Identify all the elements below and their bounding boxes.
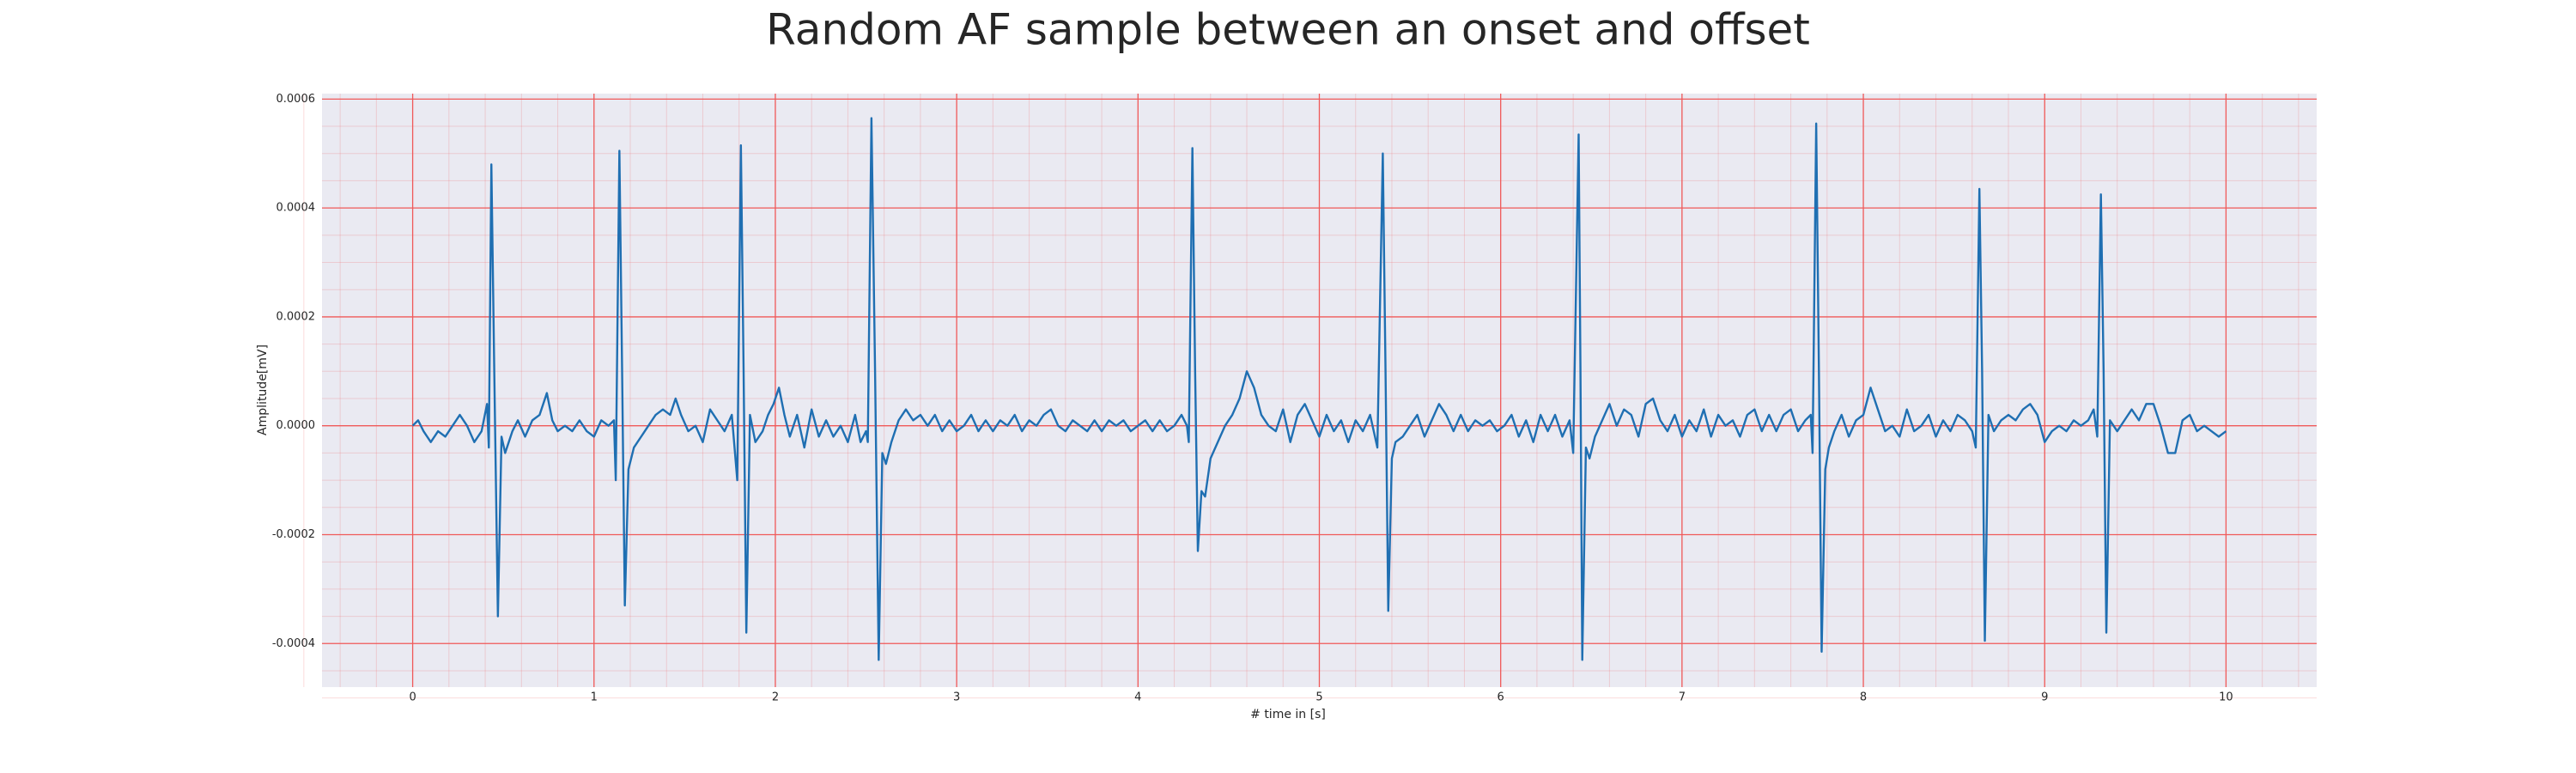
x-tick-label: 9 — [2041, 691, 2048, 704]
y-tick-label: 0.0006 — [276, 93, 316, 106]
y-tick-label: 0.0004 — [276, 202, 316, 215]
x-tick-label: 3 — [953, 691, 960, 704]
chart-title: Random AF sample between an onset and of… — [766, 5, 1810, 55]
x-tick-label: 5 — [1315, 691, 1322, 704]
x-tick-label: 10 — [2219, 691, 2233, 704]
y-tick-label: -0.0004 — [272, 637, 315, 650]
x-tick-label: 4 — [1134, 691, 1141, 704]
x-tick-label: 2 — [772, 691, 779, 704]
x-tick-label: 1 — [591, 691, 598, 704]
x-tick-label: 6 — [1498, 691, 1504, 704]
signal-line — [411, 117, 2227, 661]
y-tick-label: 0.0002 — [276, 310, 316, 323]
y-axis-label: Amplitude[mV] — [256, 344, 270, 435]
x-tick-label: 0 — [409, 691, 416, 704]
x-tick-label: 8 — [1860, 691, 1867, 704]
y-tick-label: -0.0002 — [272, 528, 315, 541]
x-tick-label: 7 — [1679, 691, 1686, 704]
x-axis-label: # time in [s] — [1250, 708, 1326, 721]
y-tick-label: 0.0000 — [276, 419, 316, 432]
